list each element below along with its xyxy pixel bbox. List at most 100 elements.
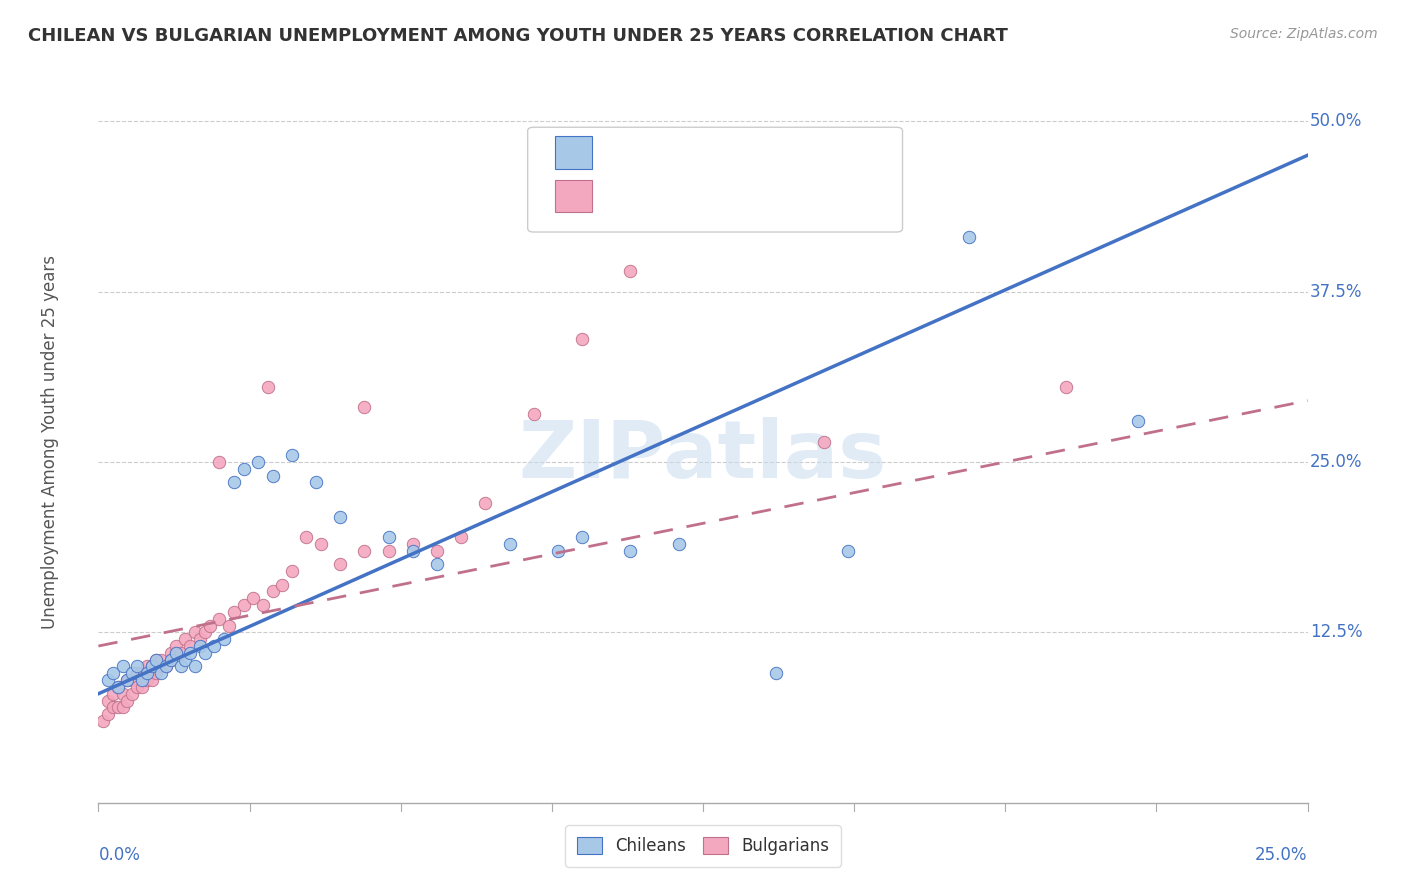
Point (204, 639, 226, 653)
Text: 50.0%: 50.0% (1310, 112, 1362, 130)
Point (498, 537, 520, 551)
Text: 25.0%: 25.0% (1310, 453, 1362, 471)
Point (121, 687, 143, 701)
Point (188, 632, 211, 647)
Point (160, 653, 183, 667)
Point (232, 598, 254, 612)
Text: R = 0.164   N = 63: R = 0.164 N = 63 (606, 187, 776, 205)
Point (141, 673, 163, 687)
Point (184, 625, 207, 640)
Point (135, 666, 157, 681)
Point (101, 666, 124, 681)
FancyBboxPatch shape (527, 128, 903, 232)
Point (127, 659, 149, 673)
FancyBboxPatch shape (555, 136, 592, 169)
Point (107, 680, 129, 694)
Point (256, 380, 278, 394)
Point (117, 673, 139, 687)
Point (91, 714, 114, 728)
Point (145, 653, 167, 667)
Point (353, 401, 375, 415)
Point (117, 673, 139, 687)
Point (402, 537, 425, 551)
Point (377, 543, 399, 558)
Point (145, 653, 167, 667)
Point (155, 659, 177, 673)
Point (101, 687, 124, 701)
Point (208, 612, 231, 626)
Point (169, 659, 191, 673)
Point (262, 468, 284, 483)
Point (309, 537, 332, 551)
Point (135, 673, 157, 687)
Point (165, 646, 187, 660)
Point (121, 666, 143, 681)
Point (1054, 380, 1077, 394)
Point (165, 646, 187, 660)
Point (212, 632, 235, 647)
Point (208, 455, 231, 469)
Point (194, 625, 217, 640)
Point (127, 666, 149, 681)
Point (252, 598, 274, 612)
Text: ZIPatlas: ZIPatlas (519, 417, 887, 495)
Point (131, 666, 153, 681)
Point (174, 632, 197, 647)
Point (97, 693, 120, 707)
Point (281, 448, 304, 462)
FancyBboxPatch shape (555, 179, 592, 212)
Point (127, 680, 149, 694)
Point (150, 653, 173, 667)
Point (329, 558, 352, 572)
Point (188, 639, 211, 653)
Point (619, 543, 641, 558)
Point (111, 687, 134, 701)
Point (1128, 414, 1150, 428)
Text: 12.5%: 12.5% (1310, 624, 1362, 641)
Point (305, 475, 328, 490)
Text: CHILEAN VS BULGARIAN UNEMPLOYMENT AMONG YOUTH UNDER 25 YEARS CORRELATION CHART: CHILEAN VS BULGARIAN UNEMPLOYMENT AMONG … (28, 27, 1008, 45)
Point (155, 659, 177, 673)
Point (121, 673, 143, 687)
Point (329, 509, 352, 524)
Point (150, 659, 173, 673)
Point (198, 618, 221, 632)
Text: 0.0%: 0.0% (98, 847, 141, 864)
Point (150, 666, 173, 681)
Point (184, 659, 207, 673)
Text: Unemployment Among Youth under 25 years: Unemployment Among Youth under 25 years (41, 254, 59, 629)
Point (218, 618, 240, 632)
Text: 25.0%: 25.0% (1256, 847, 1308, 864)
Point (247, 455, 270, 469)
Point (101, 700, 124, 714)
Point (571, 530, 593, 544)
Point (107, 700, 129, 714)
Text: 37.5%: 37.5% (1310, 283, 1362, 301)
Point (131, 673, 153, 687)
Point (450, 530, 472, 544)
Point (271, 577, 294, 591)
Point (765, 666, 787, 681)
Point (194, 646, 217, 660)
Point (141, 659, 163, 673)
Point (135, 659, 157, 673)
Point (813, 434, 835, 449)
Point (111, 700, 134, 714)
Point (179, 639, 201, 653)
Point (571, 332, 593, 346)
Point (131, 680, 153, 694)
Point (97, 707, 120, 722)
Point (547, 543, 569, 558)
Point (619, 264, 641, 278)
Point (295, 530, 318, 544)
Text: Source: ZipAtlas.com: Source: ZipAtlas.com (1230, 27, 1378, 41)
Point (169, 646, 191, 660)
Point (117, 693, 139, 707)
Point (222, 605, 245, 619)
Point (174, 653, 197, 667)
Point (957, 230, 980, 244)
Text: R = 0.563   N = 42: R = 0.563 N = 42 (606, 144, 778, 161)
Point (523, 407, 546, 421)
Point (353, 543, 375, 558)
Point (281, 564, 304, 578)
